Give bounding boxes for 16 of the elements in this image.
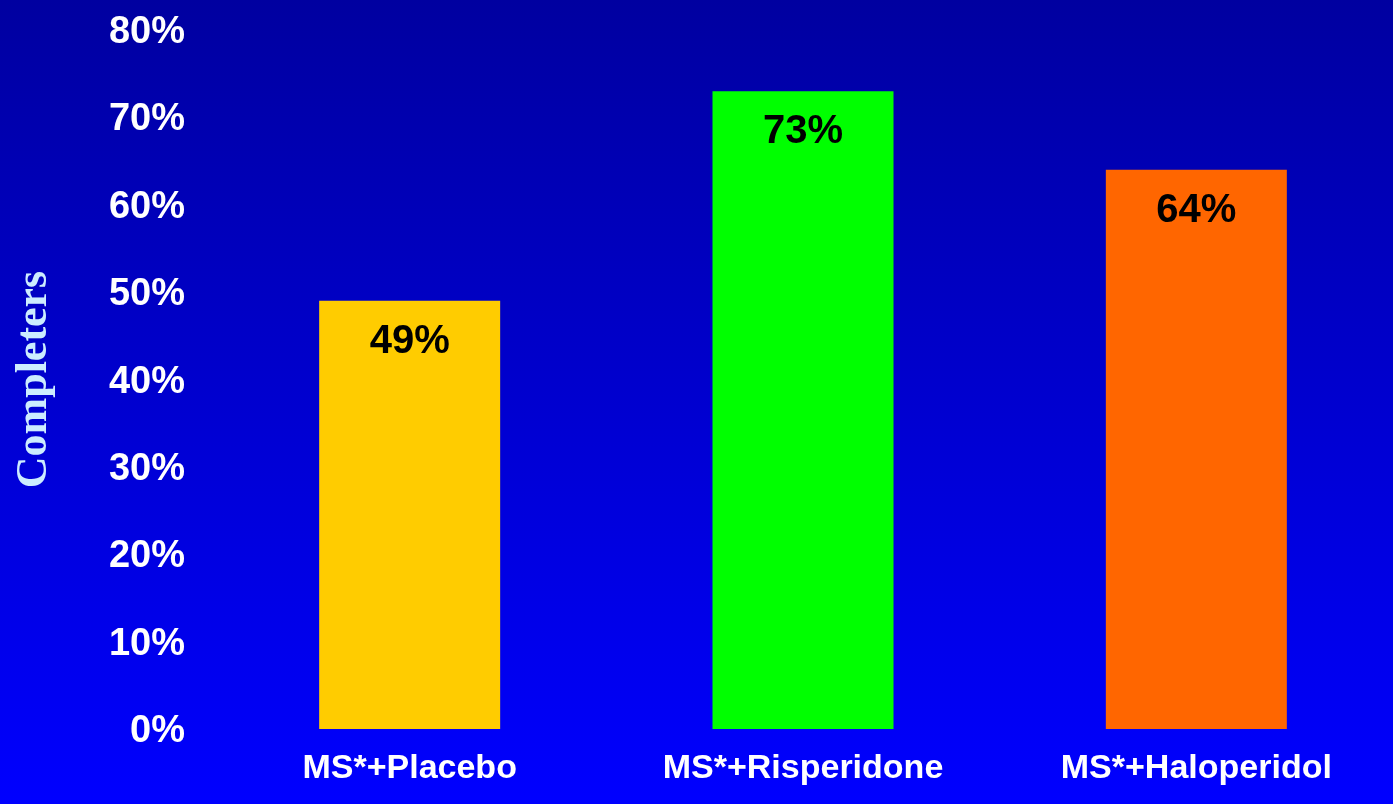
y-tick-label: 10%	[108, 620, 185, 663]
y-tick-label: 50%	[108, 271, 185, 314]
y-tick-label: 20%	[108, 533, 185, 576]
x-tick-label: MS*+Haloperidol	[1060, 747, 1332, 785]
y-tick-label: 80%	[108, 9, 185, 51]
data-label: 64%	[1156, 185, 1237, 230]
data-label: 49%	[369, 316, 450, 361]
y-axis-title: Completers	[6, 270, 56, 489]
y-tick-label: 0%	[130, 708, 185, 750]
x-tick-label: MS*+Placebo	[302, 747, 517, 785]
y-tick-label: 30%	[108, 445, 185, 488]
data-label: 73%	[762, 107, 844, 152]
y-tick-label: 40%	[108, 358, 185, 401]
y-tick-label: 70%	[108, 96, 185, 139]
y-tick-label: 60%	[108, 183, 185, 226]
x-tick-label: MS*+Risperidone	[662, 747, 944, 785]
